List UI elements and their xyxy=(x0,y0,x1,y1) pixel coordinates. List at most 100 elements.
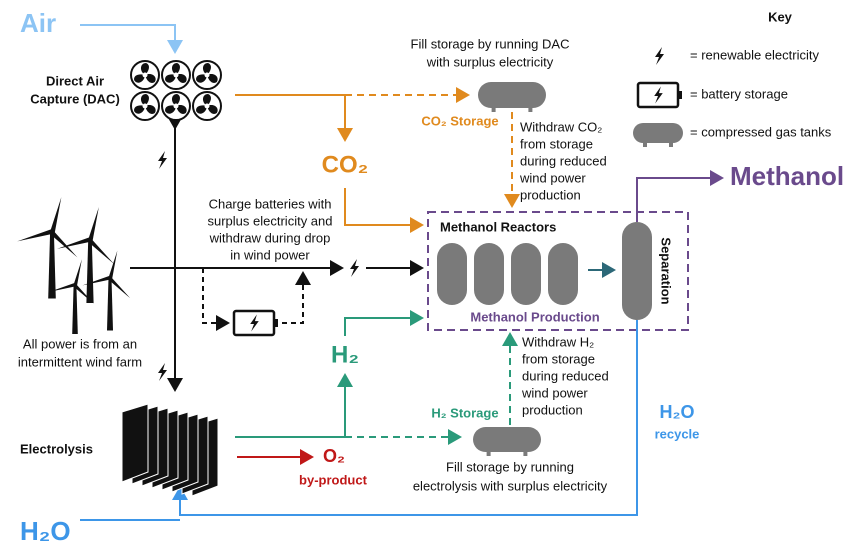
reactor-vessel xyxy=(474,243,504,305)
tank-leg xyxy=(491,108,496,112)
gas-tank xyxy=(473,427,541,452)
key-item: = battery storage xyxy=(690,86,788,101)
reactors-footer: Methanol Production xyxy=(470,309,599,324)
note: during reduced xyxy=(520,153,607,168)
water-label: H₂O xyxy=(20,516,71,546)
tank-leg xyxy=(669,143,673,147)
note: intermittent wind farm xyxy=(18,354,142,369)
lightning-icon xyxy=(158,151,167,169)
turbine-blade xyxy=(49,282,76,292)
lightning-icon xyxy=(250,314,259,332)
fan-blade xyxy=(207,104,218,114)
fan-blade xyxy=(207,73,218,83)
battery-flow xyxy=(282,271,311,324)
recycle-flow xyxy=(172,320,638,516)
turbine-tower xyxy=(48,232,56,299)
note: with surplus electricity xyxy=(426,54,554,69)
note: wind power xyxy=(519,170,586,185)
h2-storage-label: H₂ Storage xyxy=(431,405,498,420)
fan-blade xyxy=(176,104,187,114)
turbine-blade xyxy=(17,229,53,242)
tank-leg xyxy=(523,452,528,456)
gas-tank xyxy=(478,82,546,108)
reactors-title: Methanol Reactors xyxy=(440,219,556,234)
reactor-vessel xyxy=(511,243,541,305)
turbine-blade xyxy=(73,284,94,304)
labels: Air H₂O Direct Air Capture (DAC) CO₂ CO₂… xyxy=(18,8,844,546)
electrolysis-label: Electrolysis xyxy=(20,441,93,456)
note: production xyxy=(522,402,583,417)
fan-hub xyxy=(204,103,210,109)
fan-blade xyxy=(176,73,187,83)
key-item: = renewable electricity xyxy=(690,47,819,62)
tank-leg xyxy=(528,108,533,112)
turbine-blade xyxy=(108,276,131,299)
separation-label: Separation xyxy=(659,237,674,304)
fan-blade xyxy=(171,94,180,106)
o2-note: by-product xyxy=(299,472,368,487)
lightning-icon xyxy=(655,47,664,65)
air-flow xyxy=(80,24,183,54)
turbine-tower xyxy=(86,240,94,303)
o2-label: O₂ xyxy=(323,446,345,466)
battery-flow xyxy=(202,268,230,331)
note: in wind power xyxy=(230,247,310,262)
note: withdraw during drop xyxy=(209,230,331,245)
note: wind power xyxy=(521,385,588,400)
co2-flow xyxy=(344,188,424,233)
recycle-note: recycle xyxy=(655,426,700,441)
note: during reduced xyxy=(522,368,609,383)
turbine-blade xyxy=(49,230,78,258)
note: Charge batteries with xyxy=(209,196,332,211)
reactor-vessel xyxy=(548,243,578,305)
lightning-icon xyxy=(158,363,167,381)
recycle-label: H₂O xyxy=(660,402,695,422)
turbine-tower xyxy=(72,285,78,334)
fan-blade xyxy=(145,73,156,83)
battery-terminal xyxy=(274,319,278,327)
note: Withdraw H₂ xyxy=(522,334,594,349)
turbine-blade xyxy=(88,238,115,265)
fan-hub xyxy=(173,72,179,78)
turbine-tower xyxy=(107,278,113,331)
dac-label: Capture (DAC) xyxy=(30,91,120,106)
air-label: Air xyxy=(20,8,56,38)
note: All power is from an xyxy=(23,336,137,351)
note: from storage xyxy=(522,351,595,366)
turbine-blade xyxy=(88,206,99,241)
turbine-blade xyxy=(50,197,62,233)
turbine-blade xyxy=(73,259,82,286)
reactor-box xyxy=(427,211,689,331)
key-title: Key xyxy=(768,9,793,24)
turbine-blade xyxy=(56,237,91,249)
separation-column xyxy=(622,222,652,320)
methanol-label: Methanol xyxy=(730,161,844,191)
fan-blade xyxy=(134,74,145,83)
fan-blade xyxy=(196,105,207,114)
note: surplus electricity and xyxy=(208,213,333,228)
note: from storage xyxy=(520,136,593,151)
methanol-flow xyxy=(636,170,724,222)
fan-blade xyxy=(140,63,149,75)
fan-blade xyxy=(140,94,149,106)
fan-blade xyxy=(171,63,180,75)
reactor-vessel xyxy=(437,243,467,305)
lightning-icon xyxy=(654,86,663,104)
fan-blade xyxy=(202,94,211,106)
note: Fill storage by running xyxy=(446,459,574,474)
note: production xyxy=(520,187,581,202)
fan-blade xyxy=(196,74,207,83)
fan-blade xyxy=(165,105,176,114)
co2-storage-label: CO₂ Storage xyxy=(421,113,498,128)
fan-hub xyxy=(204,72,210,78)
key-item: = compressed gas tanks xyxy=(690,124,832,139)
electrolysis-plate xyxy=(121,403,149,483)
turbine-blade xyxy=(108,250,118,279)
fan-blade xyxy=(165,74,176,83)
fan-hub xyxy=(142,72,148,78)
turbine-blade xyxy=(82,275,111,286)
fan-hub xyxy=(142,103,148,109)
co2-label: CO₂ xyxy=(322,151,369,178)
lightning-icon xyxy=(350,259,359,277)
